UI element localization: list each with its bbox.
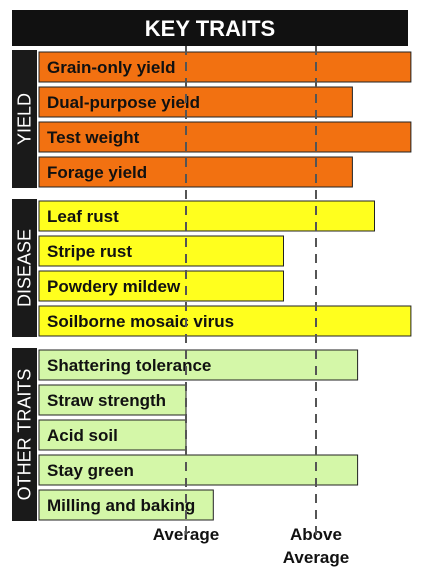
bar-label: Stay green	[47, 461, 134, 480]
bar-label: Powdery mildew	[47, 277, 181, 296]
group-disease: DISEASE Leaf rust Stripe rust Powdery milde…	[12, 199, 412, 337]
bar-label: Stripe rust	[47, 242, 132, 261]
bar-milling-and-baking	[38, 489, 214, 521]
bar-grain-only-yield	[38, 51, 412, 83]
bar-label: Soilborne mosaic virus	[47, 312, 234, 331]
bar-stripe-rust	[38, 235, 284, 267]
group-label-box	[12, 199, 37, 337]
bar-powdery-mildew	[38, 270, 284, 302]
title-banner: KEY TRAITS	[12, 10, 408, 46]
title-background	[12, 10, 408, 46]
bar-label: Test weight	[47, 128, 140, 147]
group-yield: YIELD Grain-only yield Dual-purpose yield T…	[12, 50, 412, 188]
bar-stay-green	[38, 454, 359, 486]
bar-test-weight	[38, 121, 412, 153]
reference-lines	[185, 46, 317, 536]
bar-label: Forage yield	[47, 163, 147, 182]
chart-title: KEY TRAITS	[145, 16, 275, 41]
bar-label: Leaf rust	[47, 207, 119, 226]
bar-label: Straw strength	[47, 391, 166, 410]
x-tick-label: Average	[283, 548, 349, 567]
bar-label: Acid soil	[47, 426, 118, 445]
bar-forage-yield	[38, 156, 353, 188]
bar-label: Milling and baking	[47, 496, 195, 515]
bar-dual-purpose-yield	[38, 86, 353, 118]
bar-label: Grain-only yield	[47, 58, 175, 77]
trait-groups: YIELD Grain-only yield Dual-purpose yield T…	[12, 50, 412, 521]
bar-soilborne-mosaic-virus	[38, 305, 412, 337]
bar-acid-soil	[38, 419, 187, 451]
bar-label: Dual-purpose yield	[47, 93, 200, 112]
group-label: OTHER TRAITS	[15, 369, 35, 501]
group-label-box	[12, 50, 37, 188]
group-label: YIELD	[15, 93, 35, 145]
bar-shattering-tolerance	[38, 349, 359, 381]
group-label-box	[12, 348, 37, 521]
bar-label: Shattering tolerance	[47, 356, 211, 375]
group-other-traits: OTHER TRAITS Shattering tolerance Straw st…	[12, 348, 359, 521]
group-label: DISEASE	[15, 229, 35, 307]
bar-leaf-rust	[38, 200, 375, 232]
